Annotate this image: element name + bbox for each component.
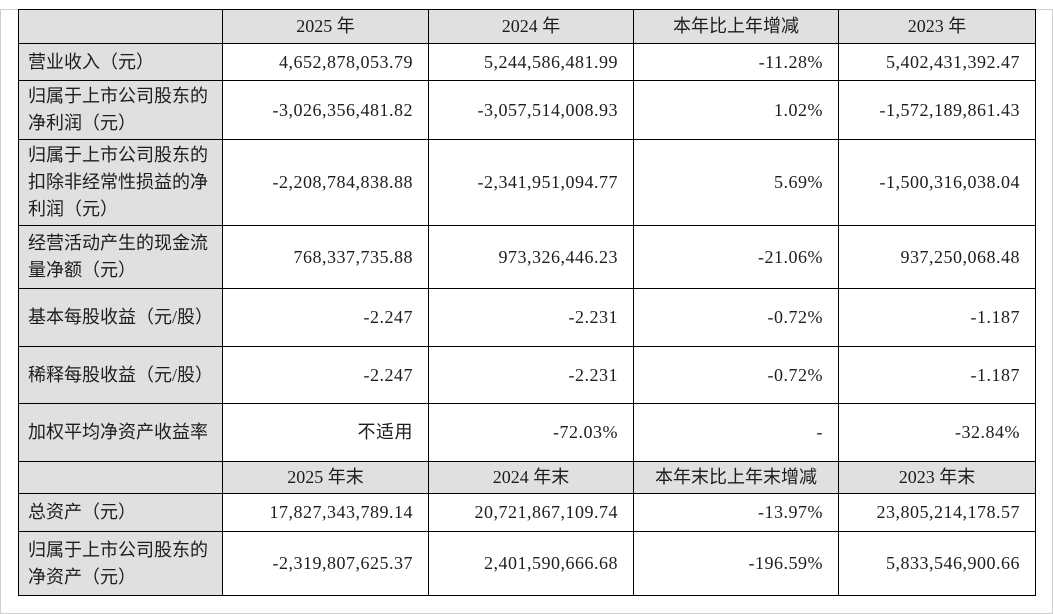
cell-value: -1,500,316,038.04: [838, 139, 1036, 226]
row-label: 归属于上市公司股东的净利润（元）: [18, 80, 223, 140]
report-page: { "styles": { "header_bg": "#e0e0e0", "l…: [0, 9, 1053, 614]
cell-value: 23,805,214,178.57: [838, 493, 1036, 532]
header-spacer-cell: [18, 461, 223, 494]
cell-value: 20,721,867,109.74: [428, 493, 634, 532]
row-label: 经营活动产生的现金流量净额（元）: [18, 225, 223, 289]
cell-value: -2.247: [222, 288, 429, 347]
column-header-2023-end: 2023 年末: [838, 461, 1036, 494]
table-row-total-assets: 总资产（元） 17,827,343,789.14 20,721,867,109.…: [18, 493, 1036, 532]
header-spacer-cell: [18, 9, 223, 44]
cell-value: -13.97%: [633, 493, 839, 532]
cell-value: -0.72%: [633, 346, 839, 404]
row-label: 归属于上市公司股东的净资产（元）: [18, 531, 223, 596]
cell-value: 768,337,735.88: [222, 225, 429, 289]
cell-value: -72.03%: [428, 403, 634, 462]
row-label: 总资产（元）: [18, 493, 223, 532]
cell-value: -196.59%: [633, 531, 839, 596]
column-header-2025: 2025 年: [222, 9, 429, 44]
cell-value: -3,026,356,481.82: [222, 80, 429, 140]
cell-value: -1,572,189,861.43: [838, 80, 1036, 140]
cell-value: -3,057,514,008.93: [428, 80, 634, 140]
cell-value: -1.187: [838, 346, 1036, 404]
period-end-header-row: 2025 年末 2024 年末 本年末比上年末增减 2023 年末: [18, 461, 1036, 494]
column-header-2024-end: 2024 年末: [428, 461, 634, 494]
row-label: 归属于上市公司股东的扣除非经常性损益的净利润（元）: [18, 139, 223, 226]
table-row-diluted-eps: 稀释每股收益（元/股） -2.247 -2.231 -0.72% -1.187: [18, 346, 1036, 404]
table-row-operating-cash-flow: 经营活动产生的现金流量净额（元） 768,337,735.88 973,326,…: [18, 225, 1036, 289]
cell-value: -32.84%: [838, 403, 1036, 462]
cell-value: 1.02%: [633, 80, 839, 140]
row-label: 营业收入（元）: [18, 43, 223, 81]
row-label: 稀释每股收益（元/股）: [18, 346, 223, 404]
cell-value: -2.247: [222, 346, 429, 404]
cell-value: -11.28%: [633, 43, 839, 81]
column-header-2023: 2023 年: [838, 9, 1036, 44]
cell-value: -2.231: [428, 346, 634, 404]
row-label: 基本每股收益（元/股）: [18, 288, 223, 347]
table-row-basic-eps: 基本每股收益（元/股） -2.247 -2.231 -0.72% -1.187: [18, 288, 1036, 347]
cell-value: 937,250,068.48: [838, 225, 1036, 289]
cell-value: -0.72%: [633, 288, 839, 347]
cell-value: 5.69%: [633, 139, 839, 226]
cell-value: 4,652,878,053.79: [222, 43, 429, 81]
column-header-yoy-change: 本年比上年增减: [633, 9, 839, 44]
key-financials-table: 2025 年 2024 年 本年比上年增减 2023 年 营业收入（元） 4,6…: [18, 9, 1036, 596]
cell-value: 973,326,446.23: [428, 225, 634, 289]
table-row-revenue: 营业收入（元） 4,652,878,053.79 5,244,586,481.9…: [18, 43, 1036, 81]
cell-value: -2,208,784,838.88: [222, 139, 429, 226]
cell-value: -2,341,951,094.77: [428, 139, 634, 226]
column-header-2025-end: 2025 年末: [222, 461, 429, 494]
cell-value: 5,833,546,900.66: [838, 531, 1036, 596]
column-header-end-yoy-change: 本年末比上年末增减: [633, 461, 839, 494]
cell-value: 17,827,343,789.14: [222, 493, 429, 532]
cell-value: 不适用: [222, 403, 429, 462]
table-row-weighted-avg-roe: 加权平均净资产收益率 不适用 -72.03% - -32.84%: [18, 403, 1036, 462]
cell-value: 5,402,431,392.47: [838, 43, 1036, 81]
cell-value: -2.231: [428, 288, 634, 347]
cell-value: 5,244,586,481.99: [428, 43, 634, 81]
column-header-2024: 2024 年: [428, 9, 634, 44]
cell-value: -21.06%: [633, 225, 839, 289]
table-row-net-assets: 归属于上市公司股东的净资产（元） -2,319,807,625.37 2,401…: [18, 531, 1036, 596]
table-row-net-profit-excl-nonrecurring: 归属于上市公司股东的扣除非经常性损益的净利润（元） -2,208,784,838…: [18, 139, 1036, 226]
cell-value: -: [633, 403, 839, 462]
cell-value: 2,401,590,666.68: [428, 531, 634, 596]
cell-value: -1.187: [838, 288, 1036, 347]
table-row-net-profit: 归属于上市公司股东的净利润（元） -3,026,356,481.82 -3,05…: [18, 80, 1036, 140]
annual-header-row: 2025 年 2024 年 本年比上年增减 2023 年: [18, 9, 1036, 44]
cell-value: -2,319,807,625.37: [222, 531, 429, 596]
row-label: 加权平均净资产收益率: [18, 403, 223, 462]
